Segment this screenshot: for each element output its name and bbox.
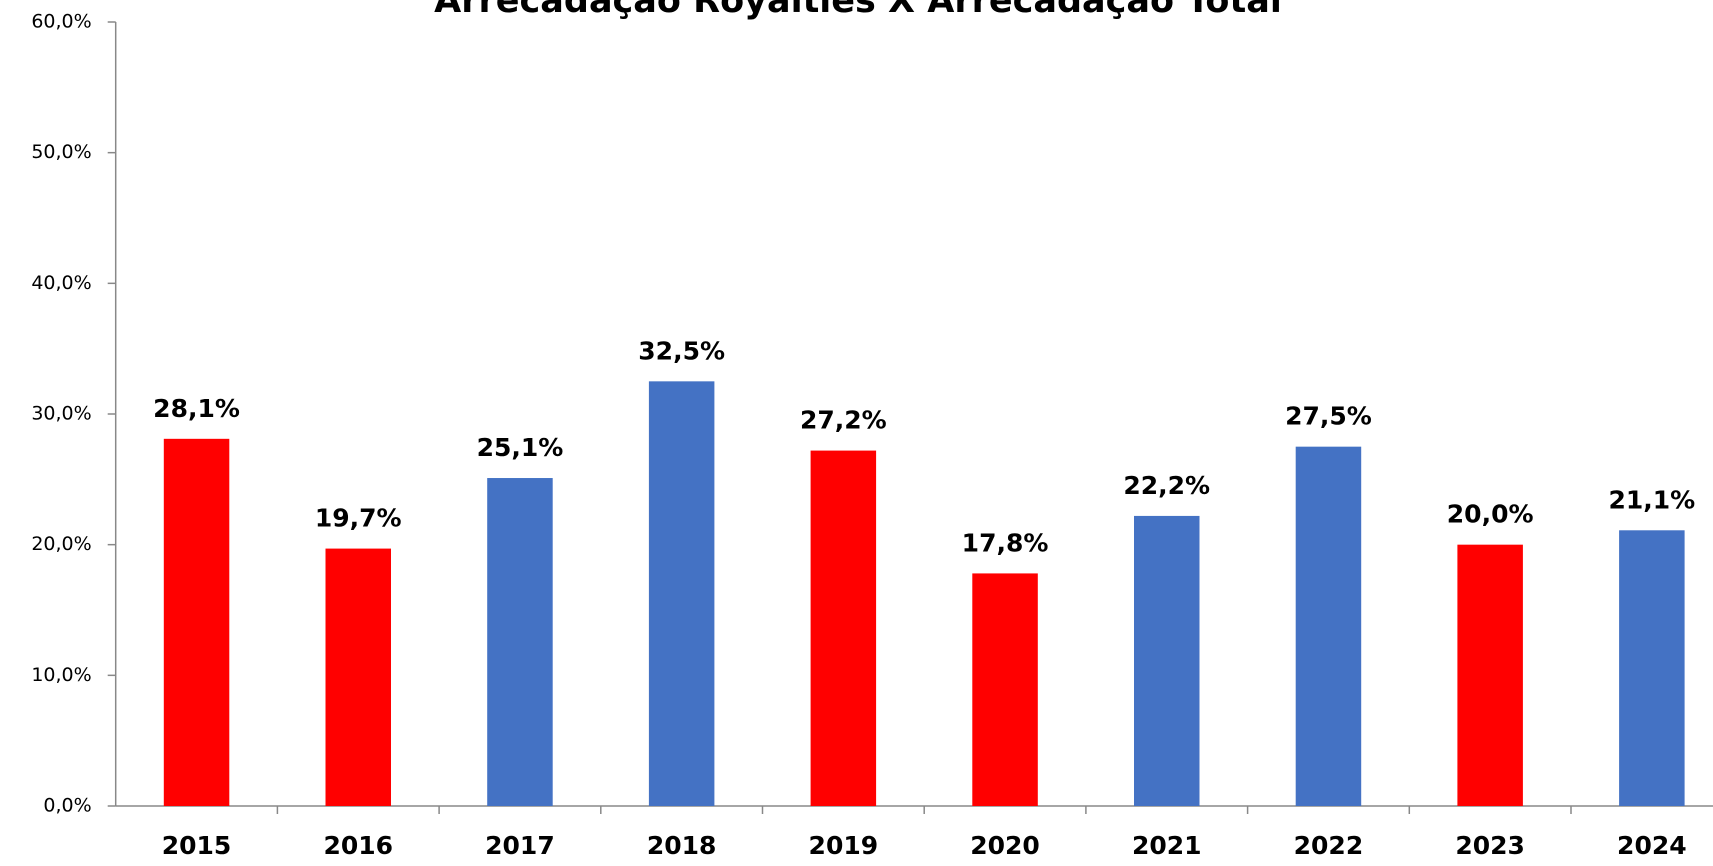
bar [972,573,1038,806]
y-tick-label: 10,0% [31,664,91,686]
bar [1619,530,1685,806]
x-tick-label: 2018 [647,831,717,860]
value-label: 27,5% [1285,402,1372,431]
x-tick-label: 2024 [1617,831,1687,860]
bar [810,450,877,806]
x-tick-label: 2022 [1294,831,1364,860]
value-label: 27,2% [800,406,887,435]
value-label: 21,1% [1608,485,1695,514]
bar [487,478,553,806]
value-label: 17,8% [962,528,1049,557]
x-tick-label: 2017 [485,831,555,860]
y-tick-label: 40,0% [31,272,91,294]
bar [325,548,391,806]
x-tick-label: 2023 [1455,831,1525,860]
bar [648,381,715,806]
value-label: 25,1% [477,433,564,462]
y-tick-label: 60,0% [31,11,91,33]
value-label: 32,5% [638,336,725,365]
value-label: 22,2% [1123,471,1210,500]
y-tick-label: 20,0% [31,533,91,555]
value-label: 19,7% [315,504,402,533]
x-tick-label: 2015 [162,831,232,860]
x-tick-label: 2019 [809,831,879,860]
bar [1295,446,1362,806]
y-tick-label: 50,0% [31,141,91,163]
value-label: 28,1% [153,394,240,423]
x-tick-label: 2021 [1132,831,1202,860]
chart-title: Arrecadação Royalties X Arrecadação Tota… [434,0,1282,21]
x-tick-label: 2016 [323,831,393,860]
x-tick-label: 2020 [970,831,1040,860]
bar [1134,515,1200,806]
y-tick-label: 0,0% [43,795,91,817]
bar [1457,544,1523,806]
bar [163,438,230,806]
value-label: 20,0% [1447,500,1534,529]
y-tick-label: 30,0% [31,403,91,425]
